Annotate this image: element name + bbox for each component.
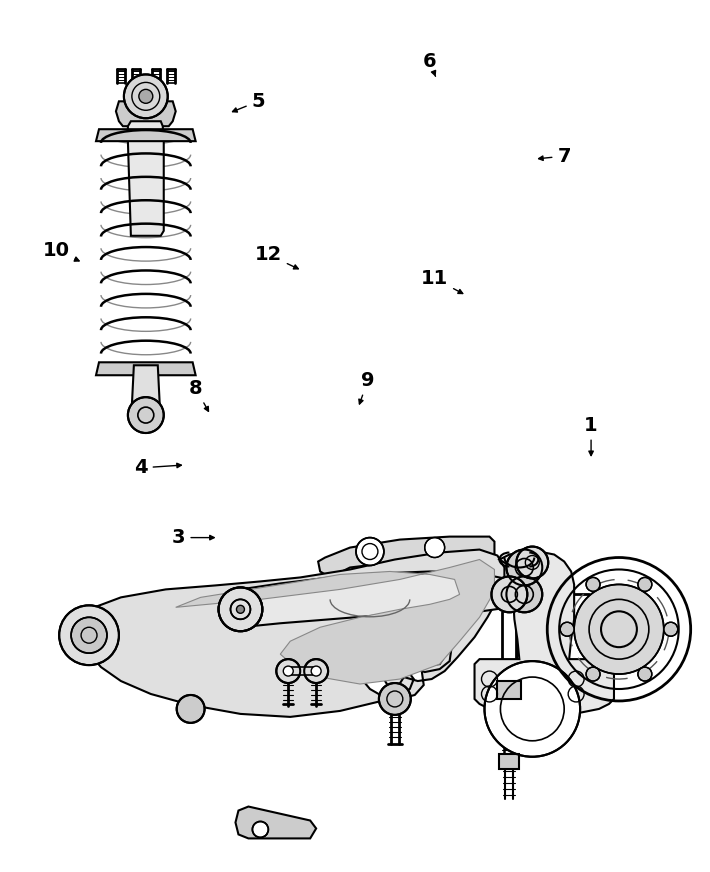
Text: 9: 9 (359, 371, 375, 404)
Polygon shape (83, 549, 504, 717)
Polygon shape (175, 560, 494, 684)
Text: 7: 7 (539, 146, 571, 166)
Polygon shape (96, 129, 196, 141)
Text: 8: 8 (189, 378, 209, 412)
Text: 3: 3 (172, 528, 214, 547)
Circle shape (664, 623, 678, 637)
Circle shape (311, 666, 321, 676)
Polygon shape (474, 552, 614, 751)
Circle shape (506, 576, 542, 612)
Text: 11: 11 (421, 269, 463, 294)
Circle shape (177, 695, 204, 723)
Polygon shape (241, 571, 524, 627)
Circle shape (379, 683, 411, 715)
Circle shape (484, 661, 580, 757)
Polygon shape (128, 121, 164, 235)
Circle shape (139, 89, 153, 103)
Polygon shape (96, 362, 196, 375)
Circle shape (71, 617, 107, 653)
Text: 6: 6 (423, 52, 437, 77)
Circle shape (574, 584, 664, 674)
Polygon shape (498, 681, 521, 699)
Text: 10: 10 (43, 242, 79, 261)
Polygon shape (318, 536, 494, 577)
Text: 4: 4 (134, 459, 181, 477)
Text: 1: 1 (584, 416, 598, 455)
Circle shape (59, 605, 119, 665)
Circle shape (425, 538, 444, 557)
Circle shape (586, 667, 600, 681)
Text: 5: 5 (232, 92, 266, 112)
Polygon shape (499, 753, 519, 769)
Circle shape (638, 577, 652, 591)
Circle shape (586, 577, 600, 591)
Circle shape (236, 605, 244, 613)
Circle shape (219, 588, 263, 631)
Polygon shape (116, 101, 175, 126)
Circle shape (491, 576, 528, 612)
Polygon shape (236, 807, 316, 838)
Circle shape (283, 666, 293, 676)
Circle shape (128, 397, 164, 433)
Circle shape (638, 667, 652, 681)
Circle shape (252, 821, 268, 837)
Circle shape (356, 538, 384, 565)
Circle shape (560, 623, 574, 637)
Circle shape (124, 74, 168, 119)
Circle shape (516, 547, 548, 578)
Circle shape (506, 549, 542, 585)
Circle shape (304, 659, 328, 683)
Circle shape (276, 659, 300, 683)
Polygon shape (288, 667, 316, 675)
Text: 12: 12 (255, 245, 298, 269)
Polygon shape (132, 365, 160, 405)
Text: 2: 2 (0, 871, 1, 872)
